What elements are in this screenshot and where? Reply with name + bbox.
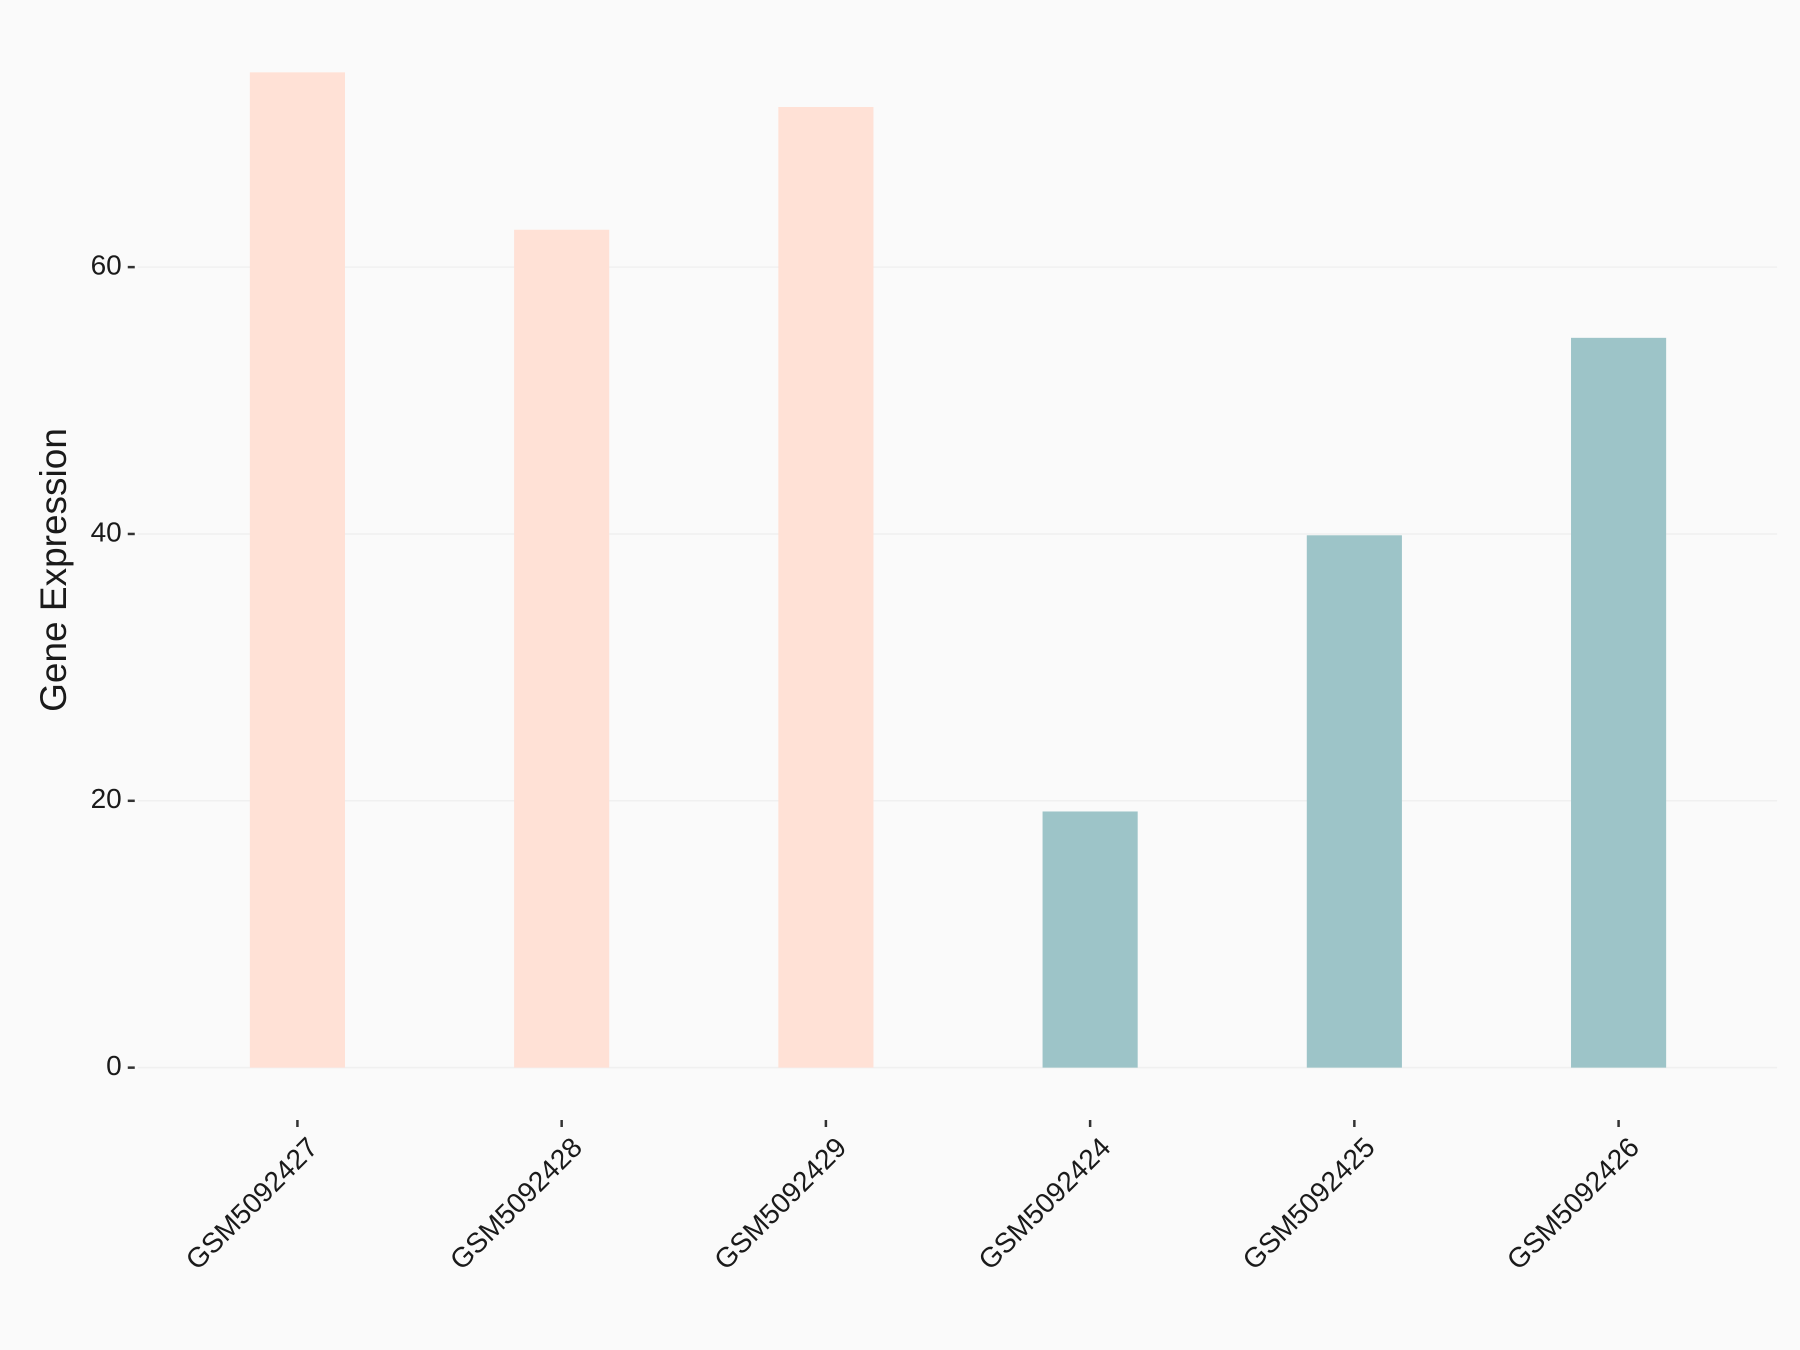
x-tick-label: GSM5092427 bbox=[180, 1131, 324, 1275]
bar bbox=[1042, 811, 1138, 1068]
y-axis-label: Gene Expression bbox=[33, 428, 74, 712]
x-tick-label: GSM5092425 bbox=[1237, 1131, 1381, 1275]
bar bbox=[514, 229, 610, 1068]
y-tick-label: 0 bbox=[106, 1050, 122, 1081]
x-tick-label: GSM5092426 bbox=[1501, 1131, 1645, 1275]
bar bbox=[778, 107, 874, 1068]
y-tick-label: 40 bbox=[91, 516, 122, 547]
y-tick-label: 20 bbox=[91, 783, 122, 814]
bar bbox=[1571, 337, 1667, 1068]
y-tick-label: 60 bbox=[91, 250, 122, 281]
bar bbox=[249, 72, 345, 1068]
x-tick-label: GSM5092428 bbox=[444, 1131, 588, 1275]
x-tick-label: GSM5092429 bbox=[708, 1131, 852, 1275]
x-tick-label: GSM5092424 bbox=[972, 1131, 1116, 1275]
bar bbox=[1306, 535, 1402, 1068]
